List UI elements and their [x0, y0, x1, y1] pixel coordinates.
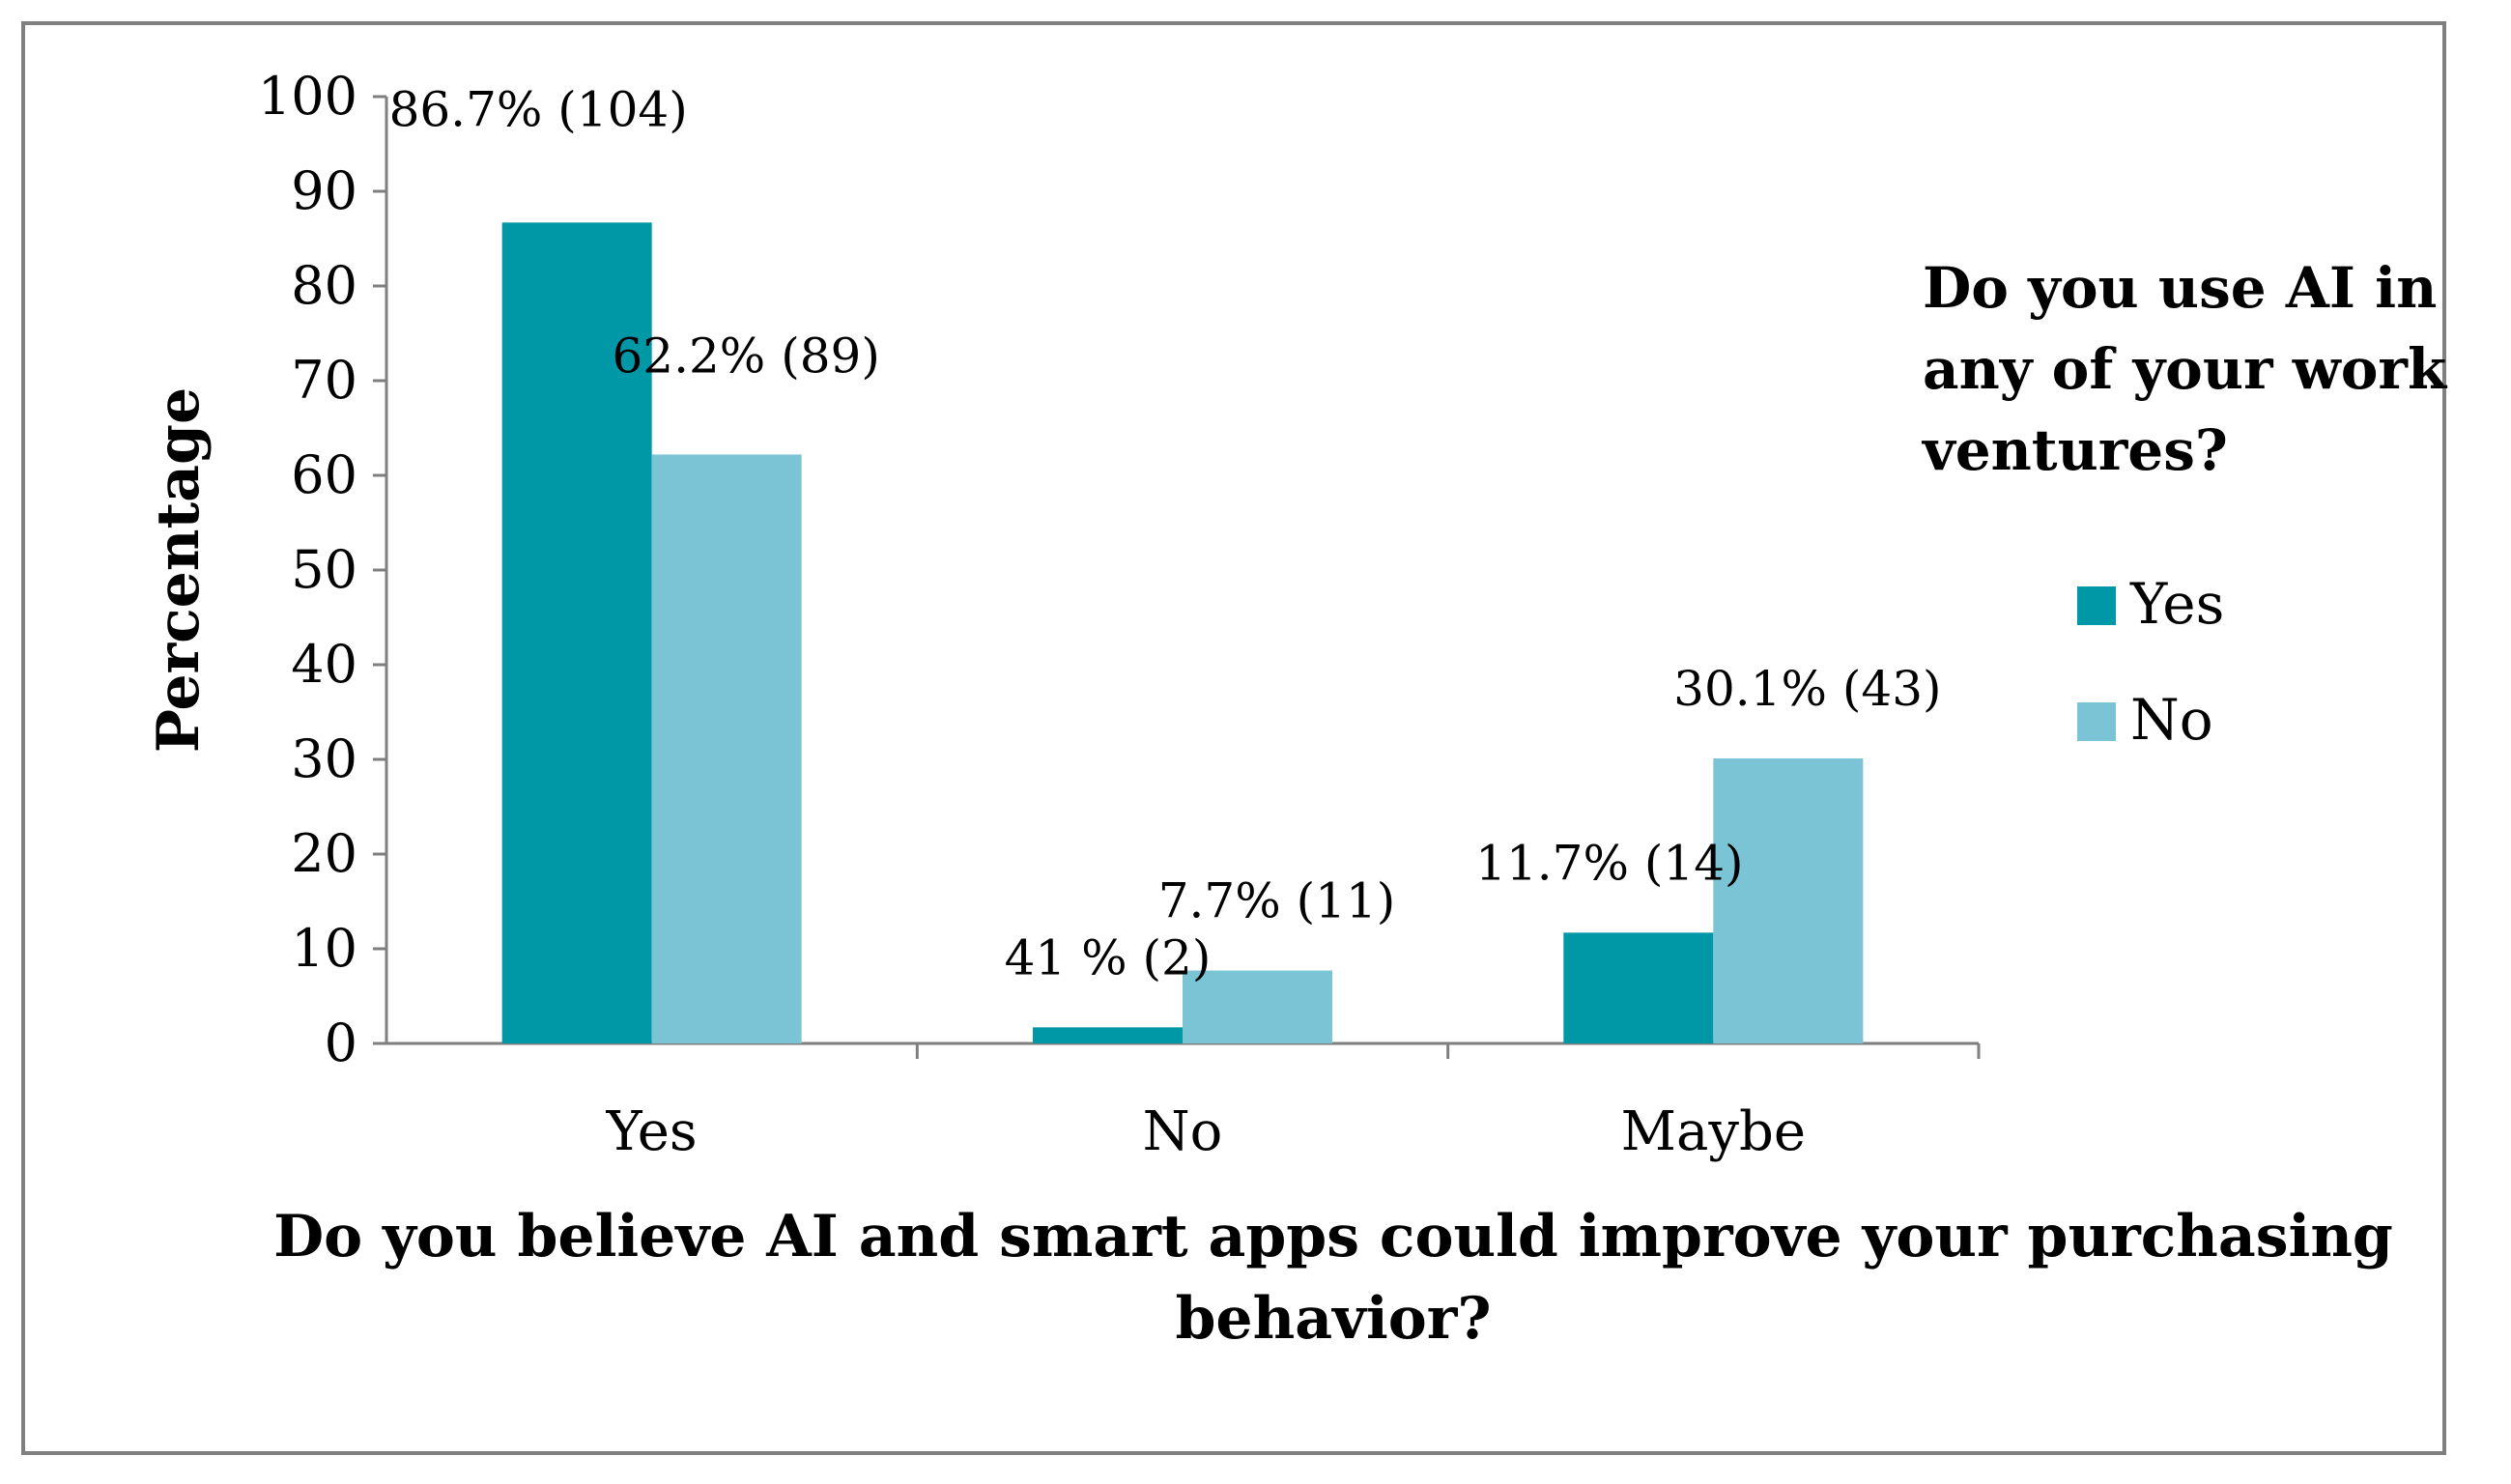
legend-label-no: No — [2130, 687, 2213, 753]
bar-no-maybe — [1713, 758, 1864, 1043]
y-tick-label: 0 — [325, 1013, 357, 1073]
x-tick-label: Yes — [606, 1100, 698, 1163]
y-tick-label: 50 — [291, 539, 357, 600]
data-label: 11.7% (14) — [1475, 835, 1743, 891]
y-tick-label: 20 — [291, 823, 357, 884]
x-tick-label: No — [1143, 1100, 1223, 1163]
y-tick-label: 100 — [258, 66, 357, 127]
x-tick-label: Maybe — [1621, 1100, 1806, 1163]
bar-yes-yes — [501, 222, 652, 1044]
y-tick-label: 60 — [291, 444, 357, 505]
legend-label-yes: Yes — [2129, 571, 2224, 637]
y-tick-label: 30 — [291, 728, 357, 789]
x-axis-title-line-1: Do you believe AI and smart apps could i… — [273, 1203, 2393, 1270]
x-axis-title-line-2: behavior? — [1175, 1285, 1491, 1353]
bar-yes-no — [1033, 1027, 1183, 1043]
data-label: 30.1% (43) — [1673, 661, 1941, 717]
y-tick-label: 80 — [291, 255, 357, 316]
legend-swatch-yes — [2077, 586, 2116, 625]
bar-no-yes — [651, 454, 802, 1043]
y-tick-label: 90 — [291, 160, 357, 221]
legend-title-line-1: Do you use AI in — [1923, 255, 2437, 321]
y-tick-label: 70 — [291, 350, 357, 411]
legend: Do you use AI in any of your work ventur… — [1921, 255, 2448, 753]
y-tick-label: 10 — [291, 918, 357, 979]
legend-title-line-3: ventures? — [1921, 417, 2228, 483]
chart-frame — [21, 21, 2446, 1455]
bars — [501, 222, 1864, 1044]
bar-yes-maybe — [1563, 932, 1714, 1043]
legend-swatch-no — [2077, 702, 2116, 741]
data-label: 41 % (2) — [1005, 929, 1212, 985]
y-tick-label: 40 — [291, 634, 357, 695]
legend-title-line-2: any of your work — [1923, 336, 2448, 402]
data-labels: 86.7% (104) 41 % (2) 11.7% (14) 62.2% (89) 7… — [389, 81, 1942, 985]
data-label: 7.7% (11) — [1158, 873, 1396, 929]
data-label: 62.2% (89) — [612, 328, 879, 384]
bar-no-no — [1183, 970, 1332, 1043]
data-label: 86.7% (104) — [389, 81, 688, 137]
y-axis-title: Percentage — [145, 387, 213, 753]
